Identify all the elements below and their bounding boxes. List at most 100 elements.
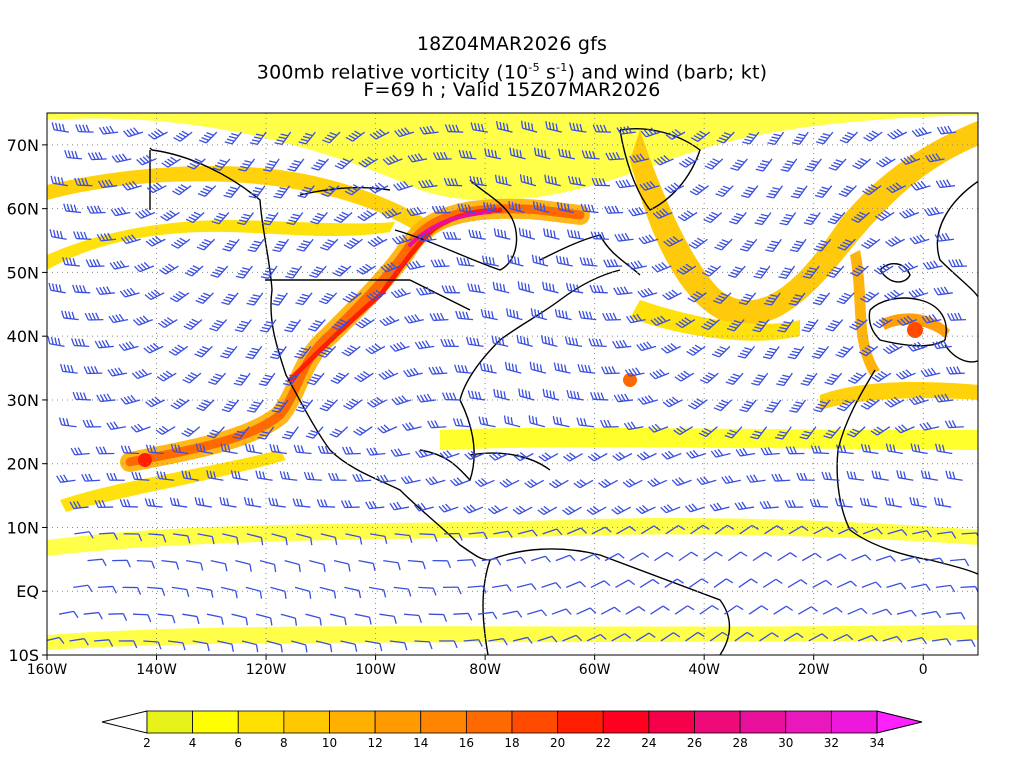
wind-barb [686,449,707,459]
wind-barb [390,448,411,457]
coastline-mediterranean [944,344,978,363]
lon-tick-label: 60W [579,662,611,678]
wind-barb [625,605,646,615]
wind-barb [577,364,596,374]
lat-tick-label: EQ [16,582,39,601]
wind-barb [960,585,978,594]
wind-barb [144,289,165,301]
wind-barb [884,396,905,408]
wind-barb [933,286,953,296]
wind-barb [294,586,312,599]
vorticity-band-tropics [47,518,978,556]
wind-barb [862,527,883,535]
wind-barb [480,309,498,321]
wind-barb [662,289,683,301]
wind-barb [675,317,696,329]
wind-barb [123,127,144,138]
border-us-canada [265,279,471,311]
wind-barb [650,315,671,326]
wind-barb [391,395,412,406]
wind-barb [833,633,854,642]
wind-barb [887,128,908,140]
wind-barb [381,208,402,219]
wind-barb [181,426,201,438]
wind-barb [759,500,779,510]
colorbar-label: 24 [641,736,656,750]
wind-barb [284,560,301,573]
wind-barb [291,640,308,653]
wind-barb [664,578,684,588]
wind-barb [715,185,734,198]
colorbar-label: 26 [687,736,702,750]
wind-barb [493,228,511,240]
wind-barb [368,182,389,194]
wind-barb [542,528,563,536]
wind-barb [454,364,473,374]
wind-barb [725,372,744,385]
wind-barb [156,470,175,481]
wind-barb [578,310,597,321]
wind-barb [492,281,510,294]
wind-barb [576,607,597,615]
wind-barb [545,121,562,133]
wind-barb [122,586,142,595]
wind-barb [119,287,140,298]
wind-barb [885,443,904,455]
wind-barb [244,443,263,455]
wind-barb [70,338,90,348]
wind-barb [628,206,648,217]
wind-barb [907,636,927,645]
wind-barb [895,369,916,380]
wind-barb [861,237,881,249]
wind-barb [910,443,928,455]
wind-barb [860,291,880,303]
wind-barb [909,234,930,245]
colorbar: 2 4 6 8 10 12 14 16 18 20 22 24 26 28 30 32 34 [101,710,923,750]
wind-barb [283,372,300,386]
wind-barb [106,421,126,431]
wind-barb [653,155,674,166]
wind-barb [404,314,424,324]
wind-barb [741,185,759,199]
wind-barb [789,399,807,413]
wind-barb [613,393,634,403]
wind-barb [231,613,249,626]
wind-barb [730,158,748,171]
wind-barb [532,201,550,214]
wind-barb [238,158,256,172]
wind-barb [897,261,919,273]
wind-barb [635,632,656,642]
wind-barb [544,174,561,187]
wind-barb [463,504,484,514]
wind-barb [233,372,251,386]
wind-barb [738,292,757,306]
wind-barb [563,452,583,462]
wind-barb [751,372,769,386]
wind-barb [407,559,426,570]
wind-barb [194,345,213,358]
wind-barb [651,261,672,273]
wind-barb [729,212,747,225]
wind-barb [875,156,896,168]
wind-barb [74,177,93,187]
wind-barb [835,444,854,455]
wind-barb [900,556,921,564]
wind-barb [566,229,585,240]
wind-barb [703,551,723,562]
wind-barb [946,612,966,620]
wind-barb [284,319,302,333]
wind-barb [309,559,326,572]
wind-barb [513,452,534,462]
wind-barb [354,613,372,625]
wind-barb [481,255,499,267]
wind-barb [136,154,157,166]
wind-barb [696,476,717,486]
wind-barb [886,582,907,590]
colorbar-swatch [785,710,832,734]
wind-barb [588,338,607,348]
wind-barb [145,396,166,408]
wind-barb [591,526,612,535]
lon-tick-label: 100W [355,662,396,678]
wind-barb [517,281,535,294]
wind-barb [414,340,435,350]
